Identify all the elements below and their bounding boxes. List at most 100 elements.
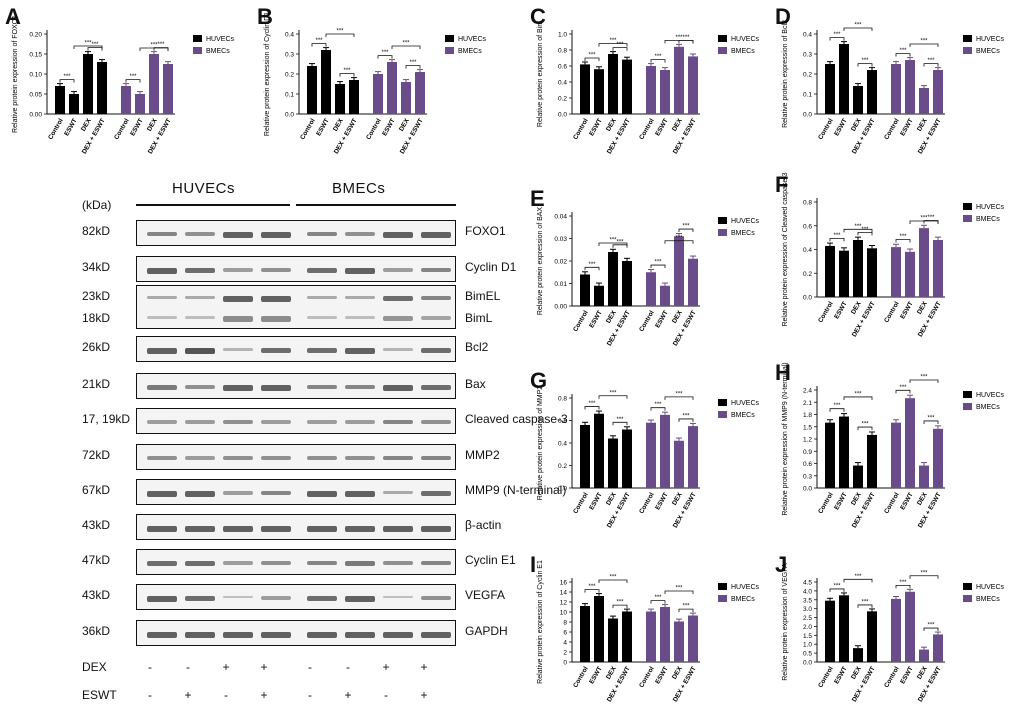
y-tick-label: 0.4 (558, 80, 567, 87)
significance-bracket (650, 407, 666, 411)
significance-marker: *** (899, 580, 907, 586)
x-category-label: Control (572, 117, 590, 141)
y-tick-label: 0.3 (803, 473, 812, 480)
treatment-label: ESWT (82, 688, 117, 702)
blot-band (147, 268, 177, 274)
y-tick-label: 1.5 (803, 633, 812, 640)
blot-band (261, 491, 291, 495)
blot-kda-label-2: 18kD (82, 311, 111, 325)
x-category-label: DEX (916, 117, 929, 133)
treatment-mark: + (382, 660, 390, 674)
x-category-label: Control (572, 491, 590, 515)
blot-image-box (136, 584, 456, 610)
significance-marker: *** (927, 215, 935, 221)
y-axis-label: Relative protein expression of MMP9 (N-t… (782, 362, 789, 515)
y-tick-label: 2.1 (803, 400, 812, 407)
y-tick-label: 0.3 (285, 52, 294, 59)
blot-image-box (136, 256, 456, 282)
significance-marker: *** (861, 422, 869, 428)
significance-bracket (405, 65, 421, 69)
bar (580, 64, 590, 114)
bar (622, 59, 632, 114)
blot-band (421, 420, 451, 424)
blot-band (307, 296, 337, 299)
significance-bracket (598, 395, 628, 399)
legend-swatch (963, 391, 972, 398)
chart-panel-e: E Relative protein expression of BAX 0.00 0… (530, 186, 770, 356)
significance-marker: *** (609, 390, 617, 396)
x-category-label: ESWT (588, 491, 603, 511)
significance-bracket (895, 389, 911, 394)
blot-band (345, 348, 375, 354)
blot-band (345, 296, 375, 299)
bar (867, 434, 877, 488)
blot-kda-label: 72kD (82, 448, 111, 462)
significance-marker: *** (654, 595, 662, 601)
y-tick-label: 0.6 (803, 461, 812, 468)
treatment-mark: - (346, 660, 350, 674)
blot-protein-label: β-actin (465, 518, 502, 532)
group-underline-bmecs (296, 204, 456, 206)
bar (933, 70, 943, 114)
y-tick-label: 0.0 (285, 112, 294, 119)
blot-band (185, 491, 215, 497)
significance-marker: *** (402, 41, 410, 47)
blot-band (307, 316, 337, 319)
x-category-label: ESWT (833, 491, 848, 511)
blot-protein-label: Cleaved caspase-3 (465, 412, 568, 426)
blot-band (223, 232, 253, 238)
significance-marker: *** (609, 238, 617, 244)
x-category-label: DEX (671, 665, 684, 681)
blot-row-11: 43kD VEGFA (70, 584, 530, 610)
significance-bracket (584, 266, 600, 271)
x-category-label: Control (638, 491, 656, 515)
y-tick-label: 2.4 (803, 388, 812, 395)
significance-marker: *** (927, 58, 935, 64)
significance-marker: *** (854, 391, 862, 397)
blot-band (307, 456, 337, 460)
y-tick-label: 0.04 (554, 214, 567, 221)
blot-kda-label: 36kD (82, 624, 111, 638)
blot-band (185, 232, 215, 236)
x-category-label: ESWT (654, 491, 669, 511)
significance-marker: *** (920, 375, 928, 381)
y-tick-label: 0.15 (29, 52, 42, 59)
y-tick-label: 0 (563, 660, 567, 667)
significance-marker: *** (616, 239, 624, 245)
significance-bracket (73, 45, 103, 49)
significance-marker: *** (675, 235, 683, 241)
significance-bracket (829, 588, 845, 592)
bar (933, 240, 943, 297)
significance-bracket (664, 40, 694, 44)
bar (825, 600, 835, 662)
bar (580, 274, 590, 306)
bar (387, 62, 397, 114)
panel-letter: D (775, 4, 791, 29)
x-category-label: Control (883, 300, 901, 324)
significance-marker: *** (588, 262, 596, 268)
x-category-label: DEX (671, 491, 684, 507)
significance-bracket (843, 396, 873, 400)
bar (580, 606, 590, 662)
blot-row-6: 17, 19kD Cleaved caspase-3 (70, 408, 568, 434)
legend-label: BMECs (731, 48, 755, 55)
blot-band (307, 632, 337, 638)
bar (853, 465, 863, 488)
significance-bracket (584, 57, 600, 61)
significance-marker: *** (682, 413, 690, 419)
significance-bracket (923, 420, 939, 424)
x-category-label: DEX (605, 491, 618, 507)
significance-marker: *** (654, 402, 662, 408)
bar (660, 414, 670, 488)
x-category-label: ESWT (588, 309, 603, 329)
blot-band (261, 526, 291, 532)
significance-marker: *** (616, 42, 624, 48)
blot-band (307, 348, 337, 353)
blot-band (147, 316, 177, 319)
blot-band (223, 561, 253, 565)
x-category-label: DEX (605, 665, 618, 681)
significance-bracket (857, 232, 873, 236)
bar (401, 82, 411, 114)
legend-label: HUVECs (976, 392, 1005, 399)
x-category-label: DEX (916, 665, 929, 681)
